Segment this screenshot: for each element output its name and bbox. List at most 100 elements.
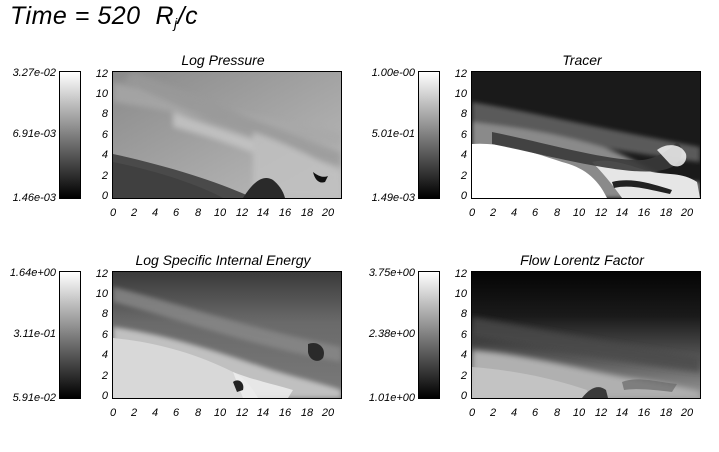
y-tick: 10 [454,288,467,300]
x-tick: 2 [489,207,497,219]
y-tick: 10 [95,288,108,300]
panel-log-pressure: Log Pressure 3.27e-02 6.91e-03 1.46e-03 [0,47,355,252]
x-tick: 8 [194,207,202,219]
x-tick: 16 [278,207,292,219]
heatmap-plot [112,271,342,399]
x-tick: 0 [109,207,117,219]
x-tick: 12 [235,207,249,219]
y-tick: 0 [460,190,467,202]
y-tick: 2 [101,170,108,182]
panel-title: Log Specific Internal Energy [135,252,311,268]
y-tick: 4 [101,149,108,161]
y-tick: 6 [460,329,467,341]
x-tick: 14 [256,207,270,219]
x-tick: 20 [321,407,335,419]
x-tick: 10 [572,407,586,419]
x-tick: 16 [278,407,292,419]
x-tick: 20 [680,407,694,419]
x-tick: 4 [151,407,159,419]
x-tick: 2 [130,207,138,219]
x-tick: 0 [468,407,476,419]
x-tick: 8 [553,207,561,219]
time-label: Time = 520 [10,2,141,30]
x-tick: 8 [553,407,561,419]
colorbar-mid-label: 6.91e-03 [12,128,56,140]
x-tick: 6 [172,207,180,219]
y-tick: 12 [95,68,108,80]
y-tick: 12 [454,68,467,80]
y-tick: 0 [101,390,108,402]
x-tick: 12 [594,207,608,219]
colorbar-min-label: 5.91e-02 [12,392,56,404]
x-tick: 18 [659,407,673,419]
x-tick: 14 [256,407,270,419]
panel-tracer: Tracer 1.00e-00 5.01e-01 1.49e-03 0 2 4 … [359,47,714,252]
colorbar-mid-label: 5.01e-01 [371,128,415,140]
y-tick: 8 [460,308,467,320]
heatmap-plot [471,71,701,199]
x-tick: 10 [213,407,227,419]
colorbar [59,271,81,399]
y-tick: 8 [101,308,108,320]
y-tick: 0 [101,190,108,202]
x-tick: 12 [235,407,249,419]
x-tick: 14 [615,207,629,219]
y-tick: 12 [95,268,108,280]
x-tick: 4 [151,207,159,219]
x-tick: 2 [489,407,497,419]
colorbar-min-label: 1.49e-03 [371,192,415,204]
colorbar-mid-label: 2.38e+00 [368,328,415,340]
heatmap-image [472,272,700,398]
colorbar-mid-label: 3.11e-01 [13,328,56,340]
x-tick: 10 [213,207,227,219]
colorbar-max-label: 1.64e+00 [9,267,56,279]
y-tick: 10 [95,88,108,100]
panel-title: Tracer [562,52,602,68]
panel-title: Log Pressure [181,52,265,68]
x-tick: 20 [680,207,694,219]
y-tick: 4 [460,349,467,361]
unit-subscript: j [174,15,178,31]
x-tick: 6 [172,407,180,419]
y-tick: 4 [101,349,108,361]
colorbar-min-label: 1.01e+00 [368,392,415,404]
heatmap-plot [471,271,701,399]
y-tick: 10 [454,88,467,100]
x-tick: 0 [468,207,476,219]
x-tick: 8 [194,407,202,419]
x-tick: 4 [510,407,518,419]
y-tick: 12 [454,268,467,280]
colorbar [418,71,440,199]
y-tick: 0 [460,390,467,402]
x-tick: 18 [300,207,314,219]
panel-title: Flow Lorentz Factor [520,252,644,268]
y-tick: 2 [460,370,467,382]
colorbar-max-label: 3.75e+00 [368,267,415,279]
y-tick: 2 [460,170,467,182]
heatmap-image [113,72,341,198]
x-tick: 6 [531,207,539,219]
x-tick: 0 [109,407,117,419]
heatmap-plot [112,71,342,199]
panel-flow-lorentz-factor: Flow Lorentz Factor 3.75e+00 2.38e+00 1.… [359,247,714,452]
panel-log-specific-internal-energy: Log Specific Internal Energy 1.64e+00 3.… [0,247,355,452]
unit-tail: /c [177,2,199,30]
heatmap-image [113,272,341,398]
heatmap-image [472,72,700,198]
colorbar [59,71,81,199]
colorbar [418,271,440,399]
unit-main: R [155,2,175,30]
y-tick: 6 [101,329,108,341]
x-tick: 10 [572,207,586,219]
y-tick: 4 [460,149,467,161]
x-tick: 12 [594,407,608,419]
y-tick: 8 [101,108,108,120]
x-tick: 6 [531,407,539,419]
figure-title: Time = 520 Rj/c [10,2,198,31]
colorbar-max-label: 1.00e-00 [371,67,415,79]
colorbar-max-label: 3.27e-02 [12,67,56,79]
x-tick: 20 [321,207,335,219]
x-tick: 18 [659,207,673,219]
y-tick: 8 [460,108,467,120]
y-tick: 6 [460,129,467,141]
